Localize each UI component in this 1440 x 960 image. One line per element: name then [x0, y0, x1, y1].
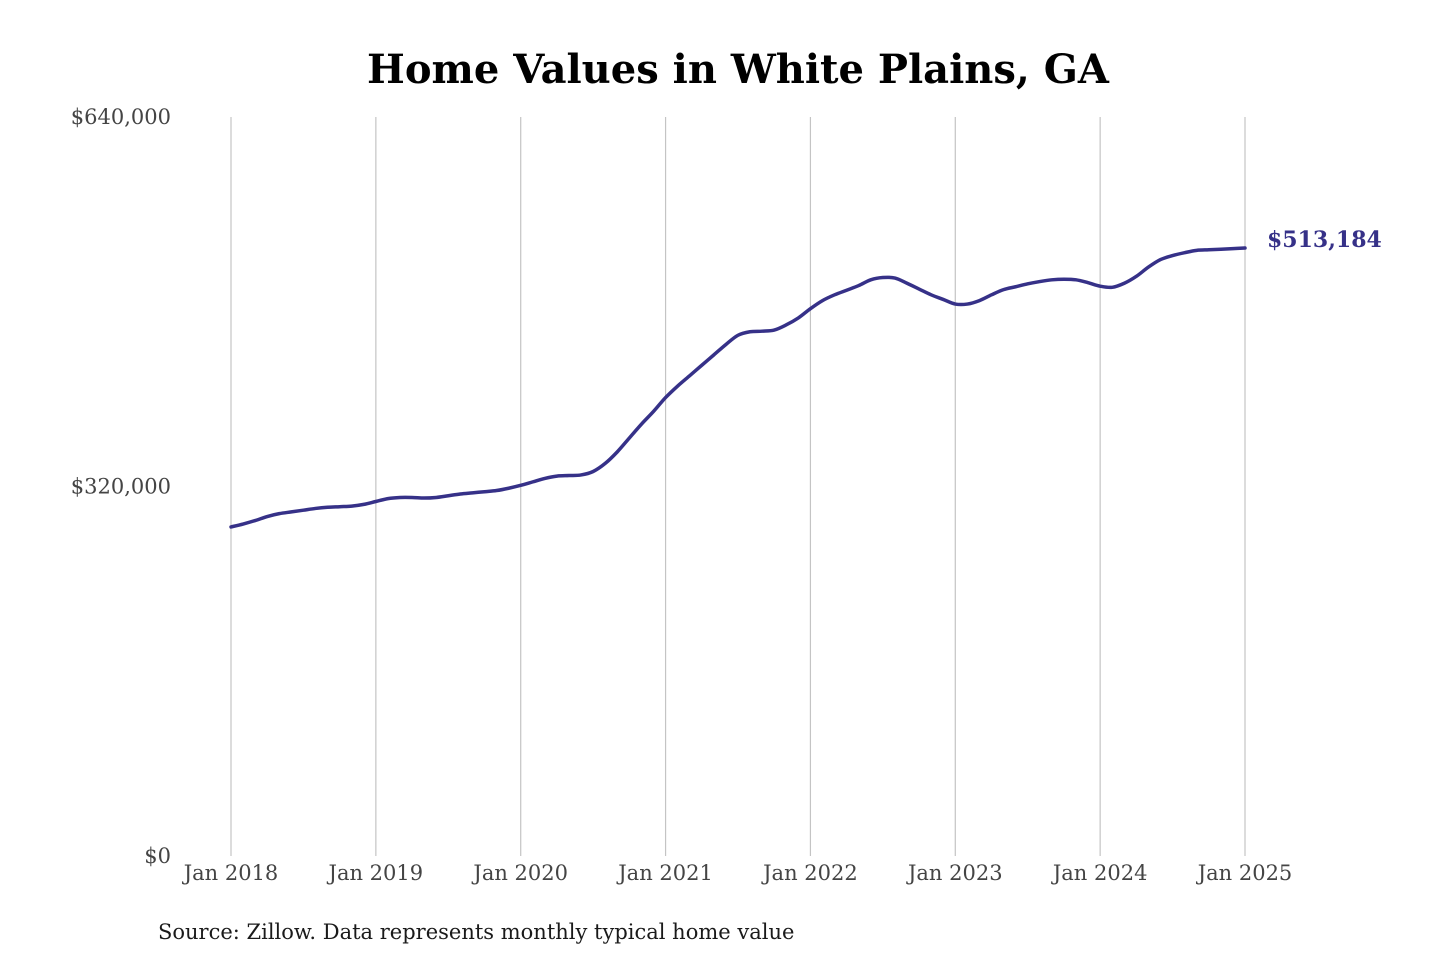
source-note: Source: Zillow. Data represents monthly … — [158, 920, 794, 944]
x-tick-label: Jan 2018 — [182, 861, 279, 885]
x-tick-label: Jan 2020 — [471, 861, 568, 885]
x-axis-tick-labels: Jan 2018 Jan 2019 Jan 2020 Jan 2021 Jan 2022… — [182, 861, 1293, 885]
y-tick-label: $640,000 — [71, 105, 171, 129]
y-tick-label: $0 — [144, 844, 171, 868]
gridlines — [230, 117, 1246, 856]
y-tick-label: $320,000 — [71, 475, 171, 499]
x-tick-label: Jan 2022 — [761, 861, 858, 885]
y-axis-tick-labels: $0 $320,000 $640,000 — [71, 105, 171, 868]
x-tick-label: Jan 2023 — [906, 861, 1003, 885]
x-tick-label: Jan 2021 — [616, 861, 713, 885]
chart-title: Home Values in White Plains, GA — [367, 46, 1110, 93]
x-tick-label: Jan 2024 — [1051, 861, 1148, 885]
home-value-line — [229, 246, 1247, 529]
end-value-label: $513,184 — [1267, 227, 1382, 253]
x-tick-label: Jan 2019 — [327, 861, 424, 885]
series-layer — [229, 246, 1247, 529]
x-tick-label: Jan 2025 — [1196, 861, 1293, 885]
